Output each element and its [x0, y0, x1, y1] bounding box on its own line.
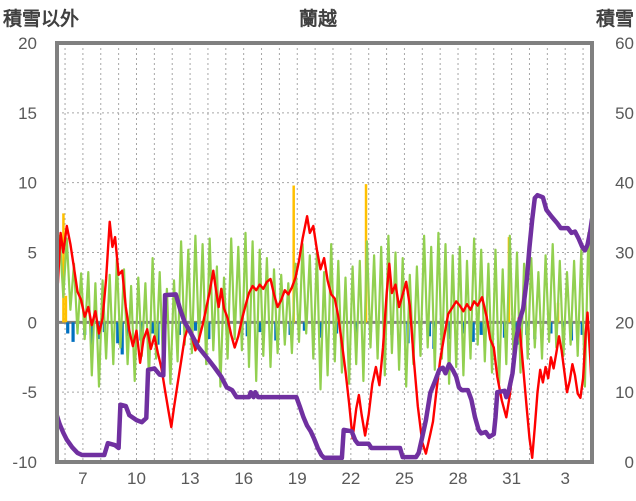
precipitation-bars-bar	[120, 322, 124, 355]
precipitation-bars-bar	[427, 322, 432, 337]
precipitation-bars-bar	[302, 322, 307, 331]
left-axis-title: 積雪以外	[3, 9, 80, 30]
x-axis-tick: 7	[78, 469, 87, 488]
x-axis-tick: 28	[449, 469, 468, 488]
precipitation-bars-bar	[461, 322, 465, 334]
gridlines	[57, 43, 592, 462]
precipitation-bars-bar	[549, 322, 553, 334]
series-layer	[57, 184, 592, 461]
right-axis-tick: 50	[615, 104, 634, 123]
x-axis-tick: 31	[502, 469, 521, 488]
x-axis-tick: 19	[288, 469, 307, 488]
x-axis-tick: 3	[560, 469, 569, 488]
precipitation-bars-bar	[354, 322, 358, 340]
precipitation-bars-bar	[71, 322, 75, 342]
temperature-series	[57, 214, 592, 459]
x-axis-tick: 10	[127, 469, 146, 488]
left-axis-tick: 5	[28, 244, 37, 263]
precipitation-bars-bar	[150, 322, 155, 334]
precipitation-bars-bar	[258, 322, 262, 333]
right-axis-tick: 60	[615, 34, 634, 53]
x-axis-tick: 13	[181, 469, 200, 488]
right-axis-tick: 30	[615, 244, 634, 263]
precipitation-bars-bar	[580, 322, 584, 335]
precipitation-bars-bar	[207, 322, 211, 340]
chart-title: 蘭越	[298, 9, 337, 30]
left-axis-tick: -5	[22, 383, 37, 402]
precipitation-bars-bar	[116, 322, 120, 344]
left-axis-tick: 20	[18, 34, 37, 53]
right-axis-tick: 0	[625, 453, 634, 472]
precipitation-bars-bar	[318, 322, 323, 338]
precipitation-bars-bar	[447, 322, 451, 340]
plot-border	[55, 41, 594, 464]
precipitation-bars-bar	[125, 322, 130, 337]
x-axis-tick: 16	[234, 469, 253, 488]
x-axis-tick: 22	[341, 469, 360, 488]
left-axis-tick: 10	[18, 174, 37, 193]
right-axis-tick: 10	[615, 383, 634, 402]
precipitation-bars-bar	[90, 322, 94, 348]
x-axis-tick: 25	[395, 469, 414, 488]
right-axis-tick: 40	[615, 174, 634, 193]
left-axis-tick: -10	[12, 453, 37, 472]
precipitation-bars-bar	[66, 322, 70, 334]
precipitation-bars-bar	[193, 322, 198, 331]
precipitation-bars-bar	[479, 322, 483, 335]
precipitation-bars-bar	[471, 322, 475, 342]
hourly-oscillation-series	[57, 231, 592, 391]
left-axis-tick: 0	[28, 313, 37, 332]
left-axis-tick: 15	[18, 104, 37, 123]
right-axis-title: 積雪	[595, 9, 634, 30]
right-axis-tick: 20	[615, 313, 634, 332]
snow-depth-series	[57, 192, 592, 461]
